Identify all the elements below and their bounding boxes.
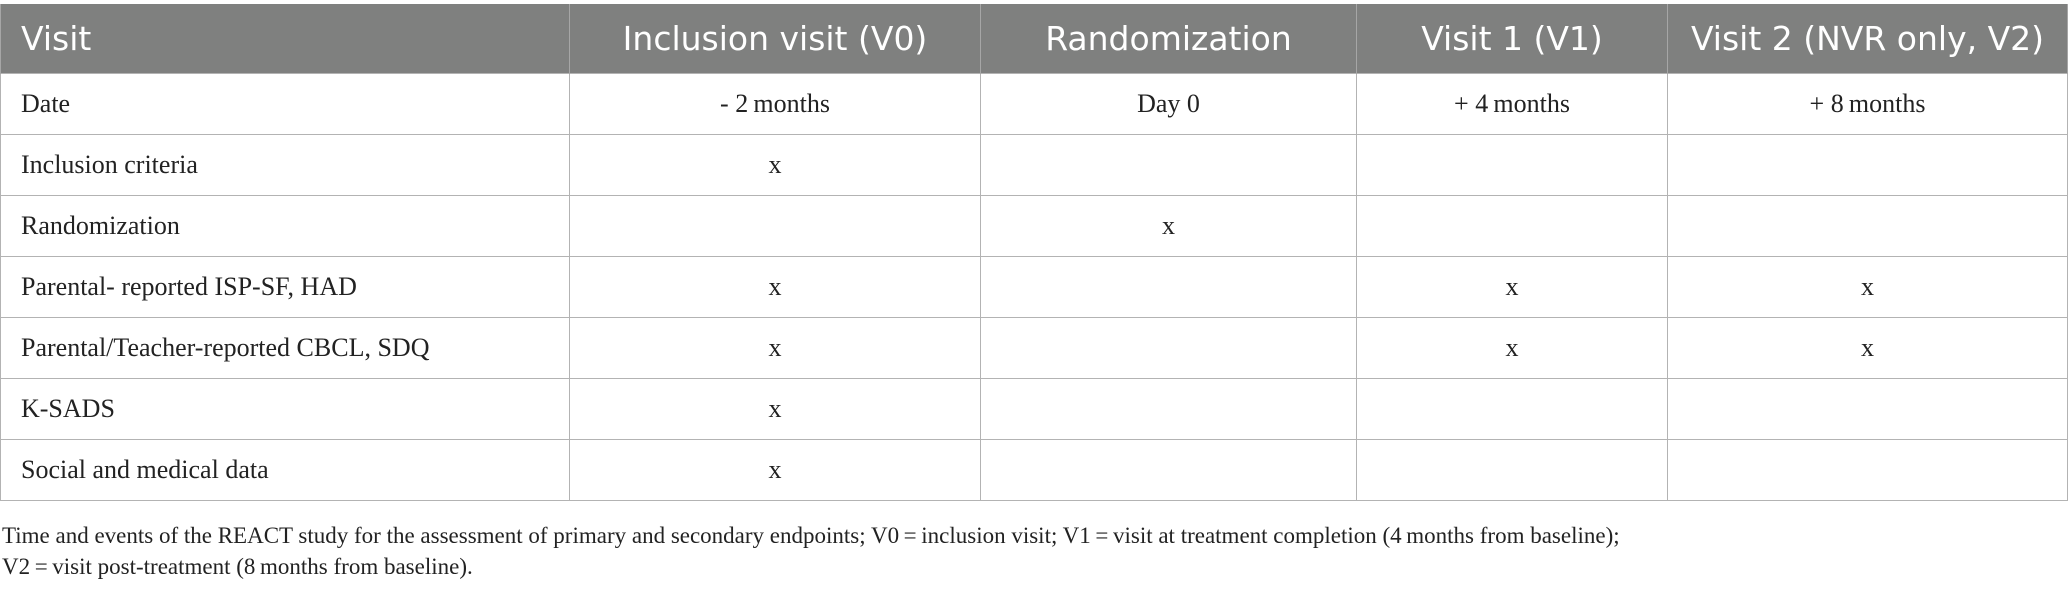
row-label: Social and medical data bbox=[0, 439, 570, 501]
table-cell bbox=[980, 317, 1357, 379]
table-row: K-SADS x bbox=[0, 378, 2068, 440]
table-row: Parental- reported ISP-SF, HAD x x x bbox=[0, 256, 2068, 318]
table-cell bbox=[1667, 378, 2068, 440]
table-cell bbox=[1356, 439, 1668, 501]
table-cell: x bbox=[980, 195, 1357, 257]
table-cell: - 2 months bbox=[569, 73, 981, 135]
table-row: Parental/Teacher-reported CBCL, SDQ x x … bbox=[0, 317, 2068, 379]
table-cell: x bbox=[1356, 317, 1668, 379]
column-header-inclusion-visit: Inclusion visit (V0) bbox=[569, 4, 981, 74]
table-cell: x bbox=[569, 378, 981, 440]
row-label: Inclusion criteria bbox=[0, 134, 570, 196]
table-cell: x bbox=[569, 256, 981, 318]
table-cell bbox=[1667, 439, 2068, 501]
table-cell: x bbox=[1356, 256, 1668, 318]
table-cell bbox=[569, 195, 981, 257]
caption-line: Time and events of the REACT study for t… bbox=[2, 523, 1620, 548]
table-cell: x bbox=[569, 134, 981, 196]
row-label: Date bbox=[0, 73, 570, 135]
table-cell: x bbox=[1667, 256, 2068, 318]
column-header-visit-2: Visit 2 (NVR only, V2) bbox=[1667, 4, 2068, 74]
table-cell bbox=[1667, 195, 2068, 257]
table-cell bbox=[980, 256, 1357, 318]
table-cell: + 8 months bbox=[1667, 73, 2068, 135]
column-header-randomization: Randomization bbox=[980, 4, 1357, 74]
schedule-table-container: Visit Inclusion visit (V0) Randomization… bbox=[0, 4, 2068, 501]
table-row: Social and medical data x bbox=[0, 439, 2068, 501]
table-cell bbox=[980, 439, 1357, 501]
table-cell bbox=[1356, 134, 1668, 196]
table-caption: Time and events of the REACT study for t… bbox=[2, 520, 2042, 582]
table-row: Inclusion criteria x bbox=[0, 134, 2068, 196]
table-cell bbox=[1356, 195, 1668, 257]
header-row: Visit Inclusion visit (V0) Randomization… bbox=[0, 4, 2068, 74]
table-cell bbox=[980, 134, 1357, 196]
table-cell bbox=[980, 378, 1357, 440]
row-label: K-SADS bbox=[0, 378, 570, 440]
table-cell: x bbox=[569, 439, 981, 501]
caption-line: V2 = visit post-treatment (8 months from… bbox=[2, 554, 473, 579]
table-cell: Day 0 bbox=[980, 73, 1357, 135]
column-header-visit: Visit bbox=[0, 4, 570, 74]
table-cell bbox=[1356, 378, 1668, 440]
row-label: Parental/Teacher-reported CBCL, SDQ bbox=[0, 317, 570, 379]
table-cell: x bbox=[1667, 317, 2068, 379]
table-cell bbox=[1667, 134, 2068, 196]
row-label: Randomization bbox=[0, 195, 570, 257]
column-header-visit-1: Visit 1 (V1) bbox=[1356, 4, 1668, 74]
table-row: Randomization x bbox=[0, 195, 2068, 257]
table-cell: + 4 months bbox=[1356, 73, 1668, 135]
table-row: Date - 2 months Day 0 + 4 months + 8 mon… bbox=[0, 73, 2068, 135]
table-cell: x bbox=[569, 317, 981, 379]
schedule-table: Visit Inclusion visit (V0) Randomization… bbox=[0, 4, 2068, 501]
row-label: Parental- reported ISP-SF, HAD bbox=[0, 256, 570, 318]
